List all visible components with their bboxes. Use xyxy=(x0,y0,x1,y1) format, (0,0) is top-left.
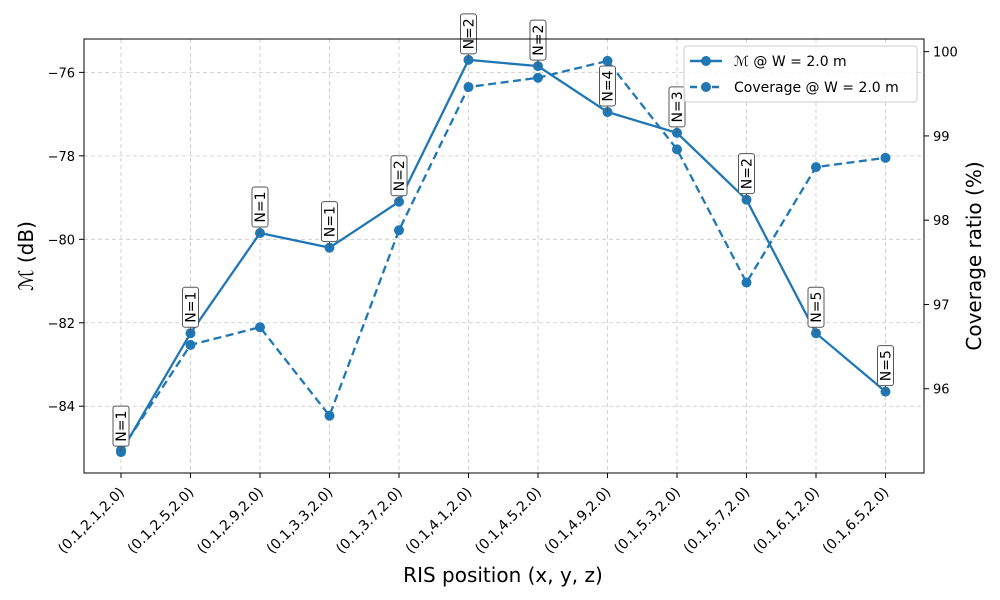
coverage-point xyxy=(533,72,543,83)
y-axis-right-ticks: 96 97 98 99 100 xyxy=(924,46,958,398)
coverage-point xyxy=(185,339,196,350)
annotation-text: N=5 xyxy=(809,292,825,323)
x-tick-label: (0.1,4.9,2.0) xyxy=(542,485,615,558)
x-tick-label: (0.1,5.3,2.0) xyxy=(611,485,684,558)
coverage-point xyxy=(463,82,474,93)
series-coverage-line xyxy=(116,55,891,456)
legend: ℳ @ W = 2.0 m Coverage @ W = 2.0 m xyxy=(683,45,918,103)
annotation-box xyxy=(599,65,616,107)
legend-coverage-label: Coverage @ W = 2.0 m xyxy=(734,80,899,96)
annotation-label: N=2 xyxy=(529,19,547,67)
metric-path xyxy=(120,58,887,453)
annotation-text: N=2 xyxy=(740,158,756,189)
annotation-label: N=1 xyxy=(251,186,269,234)
annotation-label: N=2 xyxy=(738,153,756,200)
y-left-tick-label: −82 xyxy=(48,317,75,332)
x-tick-label: (0.1,5.7,2.0) xyxy=(681,485,754,558)
annotation-box xyxy=(529,19,547,61)
y-left-tick-label: −78 xyxy=(48,150,75,165)
coverage-point xyxy=(324,410,335,421)
annotation-text: N=1 xyxy=(253,191,269,222)
x-tick-label: (0.1,4.5,2.0) xyxy=(472,485,545,558)
y-axis-right-label: Coverage ratio (%) xyxy=(962,161,986,350)
annotation-text: N=2 xyxy=(462,18,478,49)
annotation-box xyxy=(877,345,894,387)
plot-frame xyxy=(83,38,925,474)
annotation-label: N=5 xyxy=(877,345,895,392)
annotation-label: N=1 xyxy=(321,201,339,248)
annotation-label: N=3 xyxy=(668,86,686,133)
coverage-point xyxy=(394,225,404,236)
x-tick-label: (0.1,3.3,2.0) xyxy=(264,485,337,558)
y-right-tick-label: 97 xyxy=(933,298,950,313)
annotation-text: N=4 xyxy=(601,70,617,101)
y-right-tick-label: 96 xyxy=(933,383,950,398)
grid-lines xyxy=(84,39,924,473)
coverage-path xyxy=(120,59,886,451)
annotation-box xyxy=(738,153,755,195)
coverage-point xyxy=(811,162,821,173)
legend-metric-label: ℳ @ W = 2.0 m xyxy=(734,54,847,70)
series-metric-line xyxy=(116,54,891,458)
annotation-text: N=1 xyxy=(323,206,339,237)
annotation-box xyxy=(460,13,477,55)
y-left-tick-label: −80 xyxy=(48,233,75,248)
x-tick-label: (0.1,2.1,2.0) xyxy=(55,485,128,558)
x-axis-ticks: (0.1,2.1,2.0)(0.1,2.5,2.0)(0.1,2.9,2.0)(… xyxy=(55,473,892,557)
y-right-tick-label: 99 xyxy=(933,130,950,145)
y-right-tick-label: 100 xyxy=(933,46,958,61)
annotation-box xyxy=(668,86,686,128)
annotation-label: N=2 xyxy=(460,13,478,60)
coverage-point xyxy=(741,277,752,288)
y-left-tick-label: −84 xyxy=(48,400,75,415)
x-tick-label: (0.1,4.1,2.0) xyxy=(403,485,476,558)
annotation-box xyxy=(807,286,825,328)
annotation-text: N=2 xyxy=(392,160,408,191)
annotation-label: N=4 xyxy=(599,65,617,113)
annotation-label: N=1 xyxy=(112,405,130,453)
metric-point xyxy=(463,54,474,65)
x-axis-label: RIS position (x, y, z) xyxy=(403,563,603,587)
x-tick-label: (0.1,3.7,2.0) xyxy=(333,485,406,558)
annotation-box xyxy=(112,405,130,447)
annotation-label: N=5 xyxy=(807,286,825,334)
annotation-label: N=1 xyxy=(182,286,200,334)
legend-box xyxy=(683,45,918,103)
x-tick-label: (0.1,6.5,2.0) xyxy=(820,485,893,558)
annotation-text: N=3 xyxy=(670,91,686,122)
point-annotations: N=1 N=1 N=1 N=1 N=2 N=2 N=2 N=4 N=3 N=2 N=5 N=5 xyxy=(112,13,895,453)
coverage-point xyxy=(880,152,891,163)
coverage-point xyxy=(602,55,613,66)
annotation-box xyxy=(182,286,199,328)
y-axis-left-label: ℳ (dB) xyxy=(14,221,38,291)
annotation-box xyxy=(321,201,338,243)
coverage-point xyxy=(672,144,682,155)
annotation-text: N=5 xyxy=(879,350,895,381)
legend-metric-marker xyxy=(701,56,711,66)
annotation-text: N=2 xyxy=(531,25,547,56)
x-tick-label: (0.1,2.9,2.0) xyxy=(194,485,267,558)
annotation-box xyxy=(251,186,269,228)
y-axis-left-ticks: −84 −82 −80 −78 −76 xyxy=(48,66,84,415)
annotation-box xyxy=(390,155,408,197)
annotation-label: N=2 xyxy=(390,155,408,202)
legend-coverage-marker xyxy=(701,82,711,92)
coverage-point xyxy=(255,322,265,333)
y-left-tick-label: −76 xyxy=(48,66,75,81)
annotation-text: N=1 xyxy=(184,292,200,323)
x-tick-label: (0.1,6.1,2.0) xyxy=(750,485,823,558)
annotation-text: N=1 xyxy=(114,411,130,442)
x-tick-label: (0.1,2.5,2.0) xyxy=(125,485,198,558)
y-right-tick-label: 98 xyxy=(933,214,950,229)
